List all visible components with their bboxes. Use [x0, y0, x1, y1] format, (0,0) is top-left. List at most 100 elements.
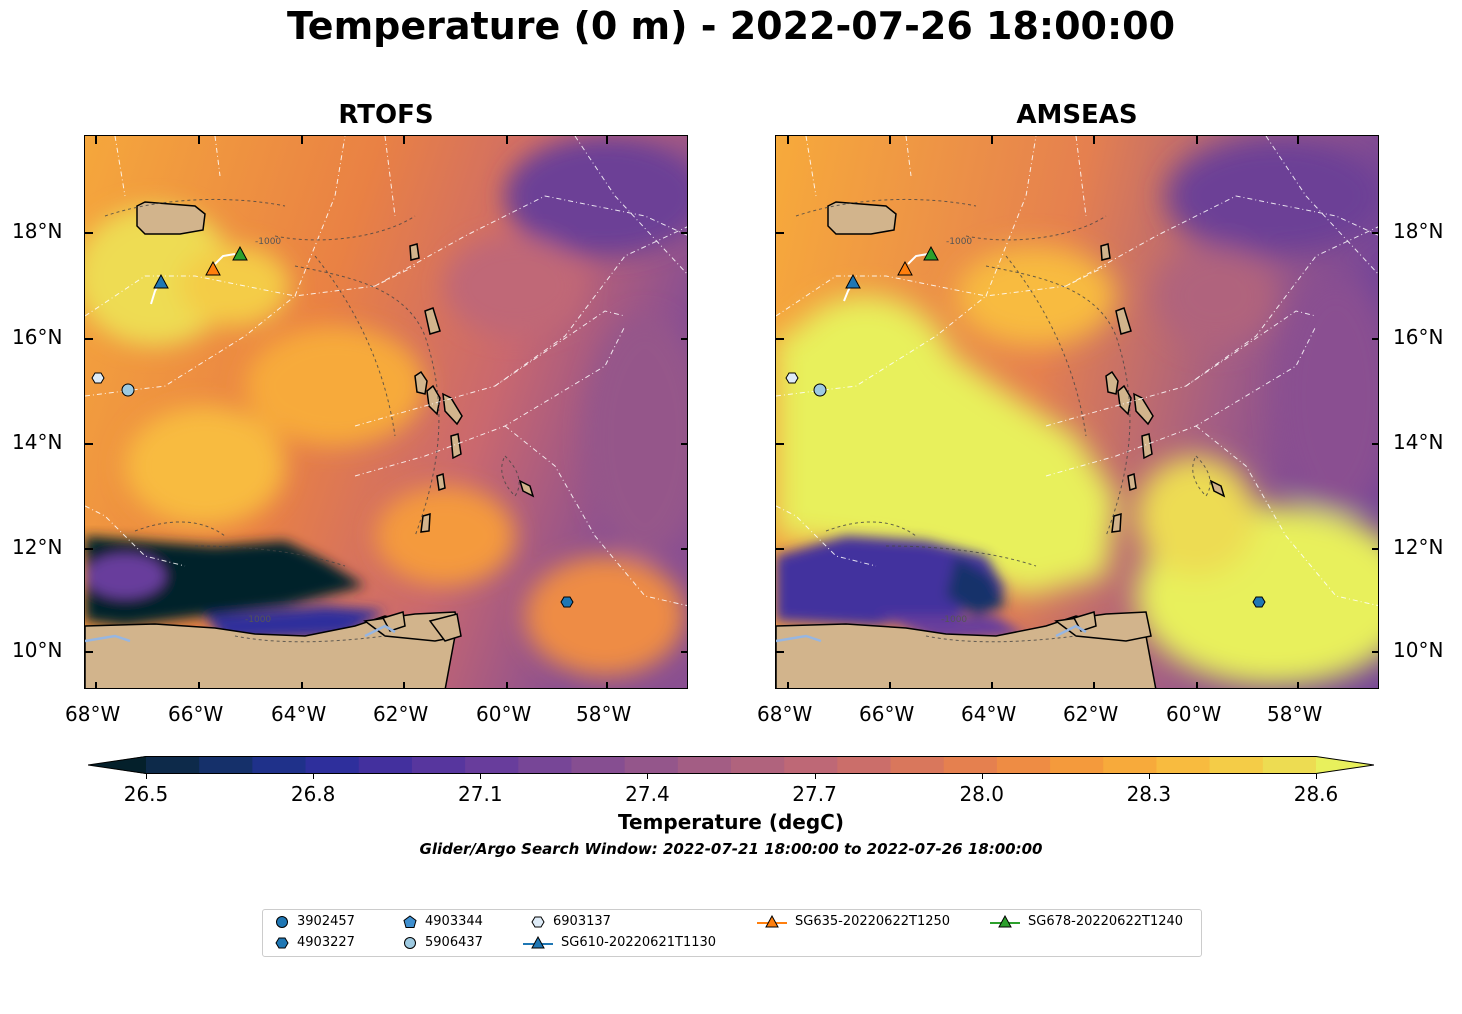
sst-pattern	[776, 136, 1378, 686]
colorbar-segment	[624, 756, 679, 774]
platforms	[91, 245, 574, 608]
colorbar-label: Temperature (degC)	[618, 810, 844, 834]
colorbar-tick-label: 26.8	[290, 782, 336, 806]
colorbar-tick-mark	[1316, 774, 1317, 779]
lon-tick-label: 60°W	[1166, 702, 1222, 726]
lon-tick-label: 60°W	[476, 702, 532, 726]
colorbar-segment	[465, 756, 519, 774]
colorbar-segment	[199, 756, 253, 774]
colorbar-segment	[996, 756, 1051, 774]
legend-item-4903344: 4903344	[403, 914, 483, 929]
figure-title: Temperature (0 m) - 2022-07-26 18:00:00	[286, 4, 1176, 48]
legend-label: 5906437	[425, 935, 483, 950]
lat-tick-label: 16°N	[12, 325, 63, 349]
lon-tick-label: 66°W	[859, 702, 915, 726]
contour-label: -1000	[255, 237, 281, 247]
legend-item-6903137: 6903137	[531, 914, 611, 929]
lon-tick-label: 64°W	[271, 702, 327, 726]
legend-label: 4903344	[425, 914, 483, 929]
eez-boundaries	[776, 136, 1378, 607]
lat-tick-label: 14°N	[1393, 430, 1444, 454]
colorbar-segment	[943, 756, 998, 774]
panel-title-rtofs: RTOFS	[338, 100, 434, 130]
colorbar-tick-mark	[480, 774, 482, 779]
colorbar-segment	[1209, 756, 1264, 774]
lon-tick-label: 58°W	[1267, 702, 1323, 726]
cold-plume	[776, 536, 1026, 641]
lon-tick-label: 64°W	[961, 702, 1017, 726]
colorbar-segment	[677, 756, 732, 774]
colorbar-segment	[1050, 756, 1104, 774]
search-window-note: Glider/Argo Search Window: 2022-07-21 18…	[419, 840, 1043, 858]
map-panel-amseas: -1000 -1000	[775, 135, 1379, 689]
colorbar-segment	[784, 756, 838, 774]
colorbar-segment	[252, 756, 307, 774]
hexagon-marker-icon	[275, 937, 289, 948]
panel-title-amseas: AMSEAS	[1016, 100, 1138, 130]
colorbar-tick-mark	[814, 774, 816, 779]
lat-tick-label: 12°N	[12, 535, 63, 559]
lat-tick-label: 18°N	[1393, 219, 1444, 243]
colorbar-extend-high	[1316, 756, 1374, 774]
colorbar	[87, 756, 1375, 774]
lon-tick-label: 68°W	[65, 702, 121, 726]
rivers	[776, 624, 1087, 643]
bathymetry-contours	[795, 198, 1211, 643]
colorbar-segment	[571, 756, 626, 774]
colorbar-segment	[411, 756, 466, 774]
lon-tick-label: 66°W	[168, 702, 224, 726]
colorbar-tick-label: 26.5	[123, 782, 169, 806]
colorbar-tick-mark	[647, 774, 649, 779]
contour-label: -1000	[245, 615, 271, 625]
colorbar-segment	[1156, 756, 1211, 774]
contour-label: -1000	[946, 237, 972, 247]
colorbar-segment	[518, 756, 572, 774]
triangle-line-marker-icon	[757, 914, 787, 927]
circle-marker-icon	[404, 936, 416, 949]
colorbar-segment	[890, 756, 945, 774]
lat-tick-label: 16°N	[1393, 325, 1444, 349]
sst-pattern	[85, 136, 687, 676]
lon-tick-label: 58°W	[576, 702, 632, 726]
lat-tick-label: 14°N	[12, 430, 63, 454]
lat-tick-label: 10°N	[1393, 638, 1444, 662]
colorbar-tick-mark	[981, 774, 983, 779]
legend-item-sg610: SG610-20220621T1130	[523, 935, 716, 950]
map-panel-rtofs: -1000 -1000	[84, 135, 688, 689]
legend-item-5906437: 5906437	[403, 935, 483, 950]
hexagon-marker-icon	[531, 916, 545, 927]
bathymetry-contours	[104, 198, 520, 643]
colorbar-segment	[358, 756, 413, 774]
legend-item-3902457: 3902457	[275, 914, 355, 929]
legend-label: 6903137	[553, 914, 611, 929]
colorbar-tick-mark	[313, 774, 315, 779]
colorbar-extend-low	[88, 756, 146, 774]
legend-label: 3902457	[297, 914, 355, 929]
lon-tick-label: 68°W	[757, 702, 813, 726]
legend-label: SG635-20220622T1250	[795, 914, 951, 929]
lon-tick-label: 62°W	[1063, 702, 1119, 726]
contour-label: -1000	[941, 615, 967, 625]
colorbar-tick-label: 28.0	[959, 782, 1004, 806]
colorbar-segment	[1103, 756, 1157, 774]
circle-marker-icon	[276, 915, 288, 928]
colorbar-tick-label: 27.1	[458, 782, 503, 806]
land	[85, 201, 535, 688]
legend-label: SG610-20220621T1130	[561, 935, 717, 950]
triangle-line-marker-icon	[990, 914, 1020, 927]
legend-label: SG678-20220622T1240	[1028, 914, 1184, 929]
legend-label: 4903227	[297, 935, 355, 950]
legend-item-sg678: SG678-20220622T1240	[990, 914, 1183, 929]
legend-item-sg635: SG635-20220622T1250	[757, 914, 950, 929]
colorbar-segment	[731, 756, 785, 774]
lat-tick-label: 10°N	[12, 638, 63, 662]
colorbar-tick-label: 27.7	[792, 782, 837, 806]
lat-tick-label: 12°N	[1393, 535, 1444, 559]
pentagon-marker-icon	[403, 914, 417, 928]
colorbar-segment	[305, 756, 360, 774]
colorbar-tick-mark	[1148, 774, 1150, 779]
colorbar-segment	[837, 756, 892, 774]
rivers	[85, 624, 396, 643]
triangle-line-marker-icon	[523, 935, 553, 948]
legend-item-4903227: 4903227	[275, 935, 355, 950]
